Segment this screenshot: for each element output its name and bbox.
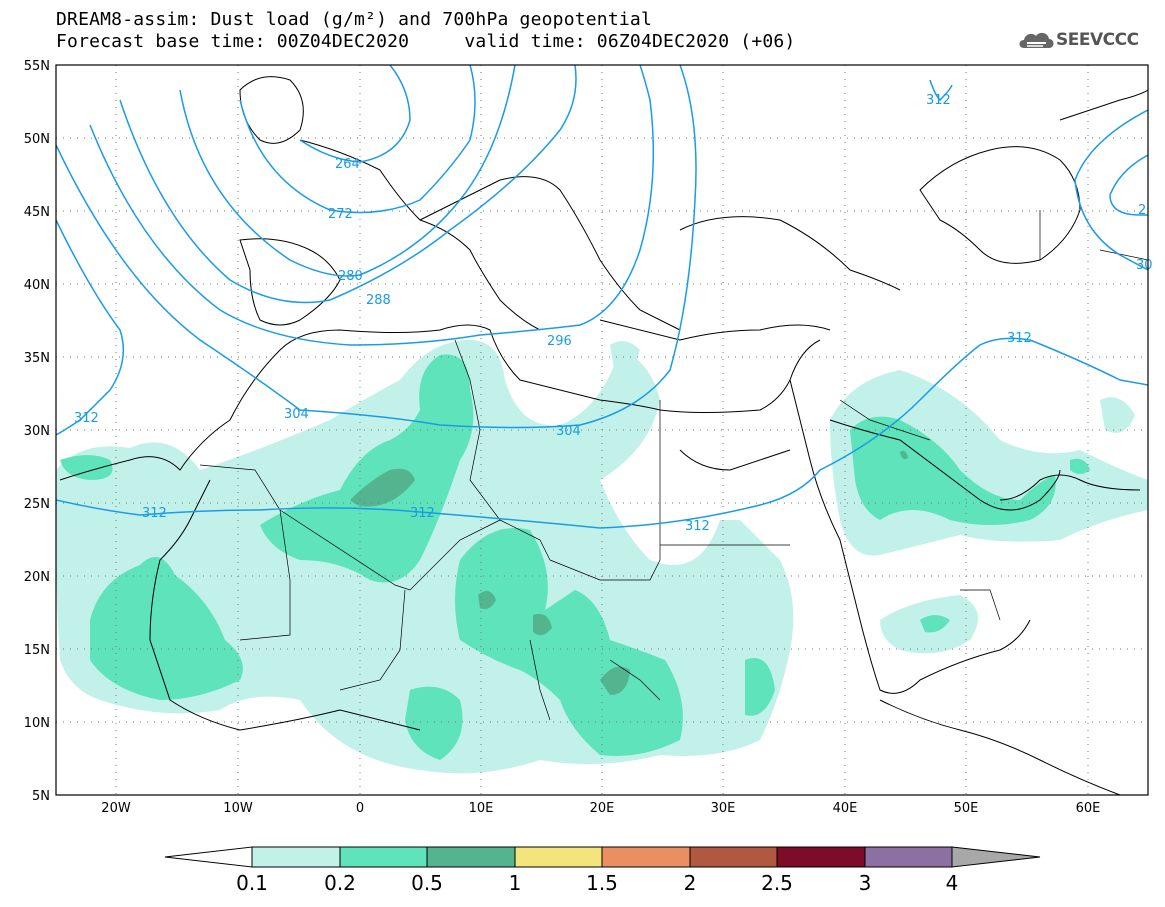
colorbar-tick: 4 bbox=[946, 871, 959, 895]
contour-label: 264 bbox=[335, 157, 360, 172]
lat-label: 15N bbox=[24, 643, 50, 658]
contour-label: 288 bbox=[366, 293, 391, 308]
lon-label: 20E bbox=[590, 801, 615, 816]
geopotential-contours bbox=[56, 65, 1148, 529]
colorbar-left-arrow bbox=[164, 846, 253, 868]
lon-label: 10W bbox=[223, 801, 253, 816]
contour-label: 304 bbox=[556, 424, 581, 439]
lon-label: 30E bbox=[711, 801, 736, 816]
lat-label: 20N bbox=[24, 570, 50, 585]
lon-label: 50E bbox=[954, 801, 979, 816]
contour-label: 312 bbox=[1007, 331, 1032, 346]
latitude-labels: 55N 50N 45N 40N 35N 30N 25N 20N 15N 10N … bbox=[24, 59, 50, 804]
colorbar: 0.1 0.2 0.5 1 1.5 2 2.5 3 4 bbox=[164, 846, 1041, 895]
lon-label: 40E bbox=[833, 801, 858, 816]
contour-label: 272 bbox=[328, 207, 353, 222]
lat-label: 5N bbox=[32, 789, 50, 804]
colorbar-segment bbox=[601, 846, 691, 868]
colorbar-tick: 0.5 bbox=[411, 871, 443, 895]
coastlines bbox=[59, 76, 1148, 795]
colorbar-tick: 1.5 bbox=[586, 871, 618, 895]
colorbar-segment bbox=[776, 846, 866, 868]
country-borders bbox=[199, 210, 1148, 721]
lat-label: 50N bbox=[24, 132, 50, 147]
cloud-logo-icon bbox=[1019, 32, 1054, 48]
lat-label: 40N bbox=[24, 278, 50, 293]
lon-label: 10E bbox=[469, 801, 494, 816]
contour-label: 312 bbox=[926, 93, 951, 108]
lat-label: 30N bbox=[24, 424, 50, 439]
contour-label: 312 bbox=[410, 506, 435, 521]
logo-text: SEEVCCC bbox=[1056, 30, 1139, 50]
lat-label: 10N bbox=[24, 716, 50, 731]
colorbar-tick: 2 bbox=[684, 871, 697, 895]
contour-label: 304 bbox=[284, 407, 309, 422]
colorbar-segment bbox=[426, 846, 516, 868]
colorbar-segment bbox=[514, 846, 603, 868]
contour-label: 312 bbox=[74, 411, 99, 426]
dust-fields bbox=[56, 340, 1148, 774]
colorbar-right-arrow bbox=[951, 846, 1041, 868]
colorbar-tick: 0.2 bbox=[324, 871, 356, 895]
colorbar-segment bbox=[864, 846, 953, 868]
colorbar-tick: 2.5 bbox=[761, 871, 793, 895]
map-frame bbox=[55, 64, 1149, 796]
dust-level-0.2 bbox=[60, 354, 1090, 760]
contour-label: 296 bbox=[547, 334, 572, 349]
longitude-labels: 20W 10W 0 10E 20E 30E 40E 50E 60E bbox=[101, 801, 1100, 816]
contour-label: 312 bbox=[685, 519, 710, 534]
contour-label: 2 bbox=[1138, 203, 1146, 218]
lat-label: 55N bbox=[24, 59, 50, 74]
lat-label: 35N bbox=[24, 351, 50, 366]
colorbar-segment bbox=[339, 846, 428, 868]
colorbar-tick: 1 bbox=[509, 871, 522, 895]
dust-level-0.5 bbox=[350, 450, 908, 695]
map-subtitle: Forecast base time: 00Z04DEC2020 valid t… bbox=[56, 31, 796, 52]
colorbar-segment bbox=[251, 846, 341, 868]
contour-label: 30 bbox=[1136, 258, 1153, 273]
lat-label: 25N bbox=[24, 497, 50, 512]
colorbar-tick: 3 bbox=[859, 871, 872, 895]
colorbar-segment bbox=[689, 846, 778, 868]
lon-label: 20W bbox=[101, 801, 131, 816]
contour-label: 312 bbox=[142, 506, 167, 521]
lat-label: 45N bbox=[24, 205, 50, 220]
colorbar-tick: 0.1 bbox=[236, 871, 268, 895]
contour-label: 280 bbox=[338, 269, 363, 284]
lon-label: 60E bbox=[1076, 801, 1101, 816]
map-title: DREAM8-assim: Dust load (g/m²) and 700hP… bbox=[56, 9, 652, 30]
lon-label: 0 bbox=[356, 801, 364, 816]
